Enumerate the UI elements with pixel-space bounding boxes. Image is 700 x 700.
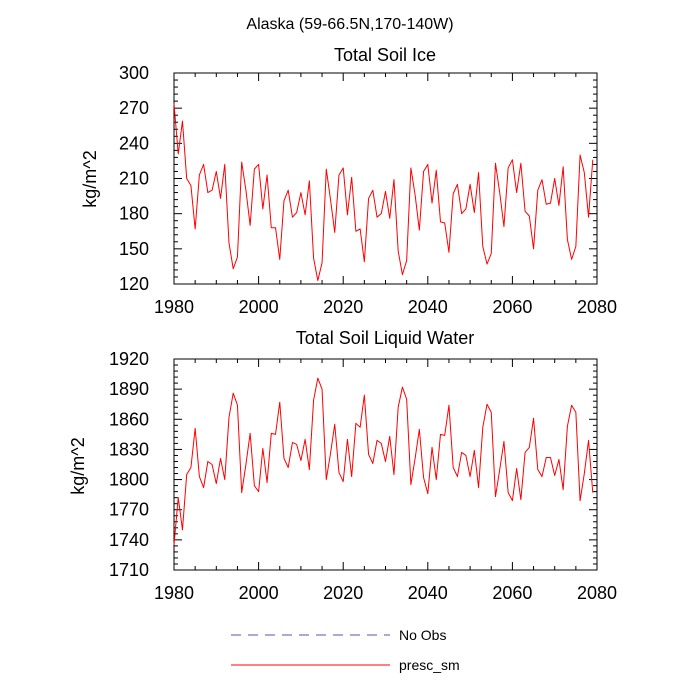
series-line-presc-sm bbox=[173, 103, 594, 281]
y-tick-label: 270 bbox=[119, 98, 149, 118]
y-tick-label: 180 bbox=[119, 204, 149, 224]
y-tick-label: 1860 bbox=[109, 409, 149, 429]
series-line-presc-sm bbox=[173, 377, 594, 545]
x-tick-label: 2000 bbox=[239, 297, 279, 317]
plot-frame bbox=[173, 358, 598, 571]
legend-label-no-obs: No Obs bbox=[399, 627, 446, 643]
panel-title: Total Soil Ice bbox=[334, 45, 436, 65]
y-tick-label: 210 bbox=[119, 169, 149, 189]
x-tick-label: 2020 bbox=[323, 297, 363, 317]
legend: No Obs presc_sm bbox=[231, 627, 460, 673]
x-tick-label: 1980 bbox=[154, 583, 194, 603]
y-axis-label: kg/m^2 bbox=[80, 150, 100, 207]
y-tick-label: 1890 bbox=[109, 379, 149, 399]
x-tick-label: 2060 bbox=[492, 583, 532, 603]
x-tick-label: 2080 bbox=[577, 583, 617, 603]
y-axis-label: kg/m^2 bbox=[68, 437, 88, 494]
x-tick-label: 2060 bbox=[492, 297, 532, 317]
y-tick-label: 1800 bbox=[109, 470, 149, 490]
figure-suptitle: Alaska (59-66.5N,170-140W) bbox=[246, 16, 453, 33]
y-tick-label: 1710 bbox=[109, 560, 149, 580]
legend-label-presc-sm: presc_sm bbox=[399, 657, 460, 673]
y-tick-label: 150 bbox=[119, 239, 149, 259]
x-tick-label: 2020 bbox=[323, 583, 363, 603]
y-tick-label: 1740 bbox=[109, 530, 149, 550]
y-tick-label: 300 bbox=[119, 63, 149, 83]
y-tick-label: 1770 bbox=[109, 500, 149, 520]
x-tick-label: 2080 bbox=[577, 297, 617, 317]
y-tick-label: 240 bbox=[119, 133, 149, 153]
y-tick-label: 1830 bbox=[109, 439, 149, 459]
x-tick-label: 2040 bbox=[408, 583, 448, 603]
panel-title: Total Soil Liquid Water bbox=[296, 328, 474, 348]
x-tick-label: 2040 bbox=[408, 297, 448, 317]
panel-soil-ice: Total Soil Ice kg/m^2 1980 2000 2020 2040 20… bbox=[80, 45, 617, 317]
y-tick-label: 1920 bbox=[109, 349, 149, 369]
x-tick-label: 1980 bbox=[154, 297, 194, 317]
y-tick-label: 120 bbox=[119, 274, 149, 294]
x-tick-label: 2000 bbox=[239, 583, 279, 603]
panel-soil-liquid-water: Total Soil Liquid Water kg/m^2 1980 2000 2… bbox=[68, 328, 617, 603]
